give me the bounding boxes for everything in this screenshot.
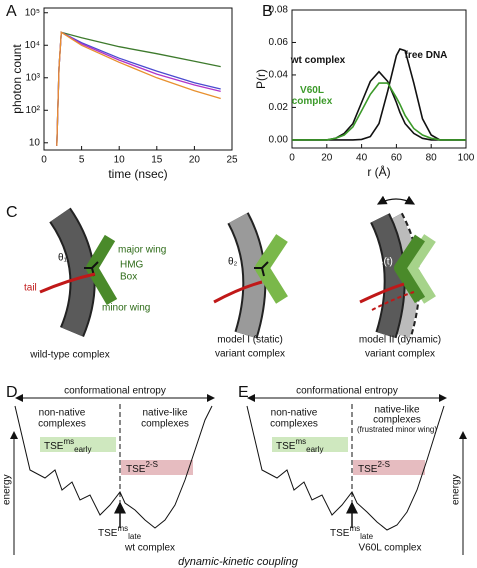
landscape-e: conformational entropy non-native comple… [246, 386, 467, 555]
y-tick-label: 0.04 [269, 70, 289, 81]
series-label: wt complex [290, 55, 346, 66]
series-line [292, 48, 466, 141]
label: TSEmslate [98, 524, 142, 541]
label: TSEmsearly [44, 437, 91, 454]
panel-label: C [6, 204, 18, 221]
label: TSEmsearly [276, 437, 323, 454]
series-label: V60L complex [291, 85, 333, 107]
label: HMG [120, 260, 144, 271]
x-tick-label: 25 [226, 155, 238, 166]
caption: wild-type complex [29, 350, 109, 361]
angle-label: θ₁ [58, 253, 68, 264]
plot-frame [291, 9, 467, 149]
y-tick-label: 10⁴ [25, 40, 40, 51]
label: complexes [141, 419, 189, 430]
caption: variant complex [215, 349, 285, 360]
model-wt: θ₁ major wing HMG Box tail minor wing wi… [24, 207, 166, 361]
caption: model I (static) [217, 335, 283, 346]
x-axis-label: r (Å) [367, 164, 390, 179]
y-axis-label: photon count [10, 44, 24, 114]
y-tick-label: 10² [26, 105, 41, 116]
y-tick-label: 0.00 [269, 135, 289, 146]
label: complexes [270, 419, 318, 430]
caption: model II (dynamic) [359, 335, 441, 346]
model-dynamic: θ₂(t) model II (dynamic) variant complex [359, 195, 441, 360]
x-axis-label: time (nsec) [108, 167, 167, 181]
panel-label: D [6, 384, 18, 401]
label: tail [24, 283, 37, 294]
caption: wt complex [124, 543, 175, 554]
label: complexes [373, 415, 421, 426]
panel-label: A [6, 3, 17, 20]
series-label: free DNA [404, 50, 448, 61]
x-tick-label: 20 [321, 153, 333, 164]
landscape-d: conformational entropy non-native comple… [2, 386, 215, 555]
label: major wing [118, 245, 166, 256]
series-line [56, 31, 221, 146]
x-tick-label: 10 [114, 155, 126, 166]
x-tick-label: 5 [79, 155, 85, 166]
footer: dynamic-kinetic coupling [178, 556, 299, 568]
x-tick-label: 60 [391, 153, 403, 164]
model-static: θ₂ model I (static) variant complex [213, 212, 288, 360]
y-tick-label: 0.08 [269, 5, 289, 16]
angle-label: θ₂ [228, 257, 238, 268]
x-tick-label: 0 [289, 153, 295, 164]
series-line [56, 31, 221, 146]
caption: V60L complex [359, 543, 422, 554]
label: minor wing [102, 303, 150, 314]
caption: variant complex [365, 349, 435, 360]
series-line [292, 82, 466, 141]
label: Box [120, 272, 137, 283]
x-tick-label: 40 [356, 153, 368, 164]
label: complexes [38, 419, 86, 430]
y-tick-label: 10³ [26, 72, 41, 83]
label: non-native [39, 408, 86, 419]
y-tick-label: 0.06 [269, 37, 289, 48]
series-line [56, 31, 221, 146]
axis-label: energy [451, 474, 462, 505]
axis-label: energy [2, 474, 13, 505]
label: native-like [142, 408, 187, 419]
label: conformational entropy [64, 386, 166, 397]
y-tick-label: 0.02 [269, 102, 289, 113]
y-axis-label: P(r) [254, 69, 268, 89]
x-tick-label: 80 [426, 153, 438, 164]
y-tick-label: 10 [29, 137, 41, 148]
label: TSEmslate [330, 524, 374, 541]
label: native-like [374, 405, 419, 416]
x-tick-label: 0 [41, 155, 47, 166]
panel-label: B [262, 3, 273, 20]
label: (frustrated minor wing) [357, 425, 437, 434]
x-tick-label: 100 [458, 153, 475, 164]
label: non-native [271, 408, 318, 419]
label: conformational entropy [296, 386, 398, 397]
plot-frame [43, 7, 233, 151]
series-line [56, 31, 221, 146]
y-tick-label: 10⁵ [25, 7, 40, 18]
angle-label: θ₂(t) [374, 257, 393, 268]
panel-label: E [238, 384, 249, 401]
x-tick-label: 20 [189, 155, 201, 166]
label: TSE2-S [126, 460, 158, 475]
label: TSE2-S [358, 460, 390, 475]
x-tick-label: 15 [151, 155, 163, 166]
